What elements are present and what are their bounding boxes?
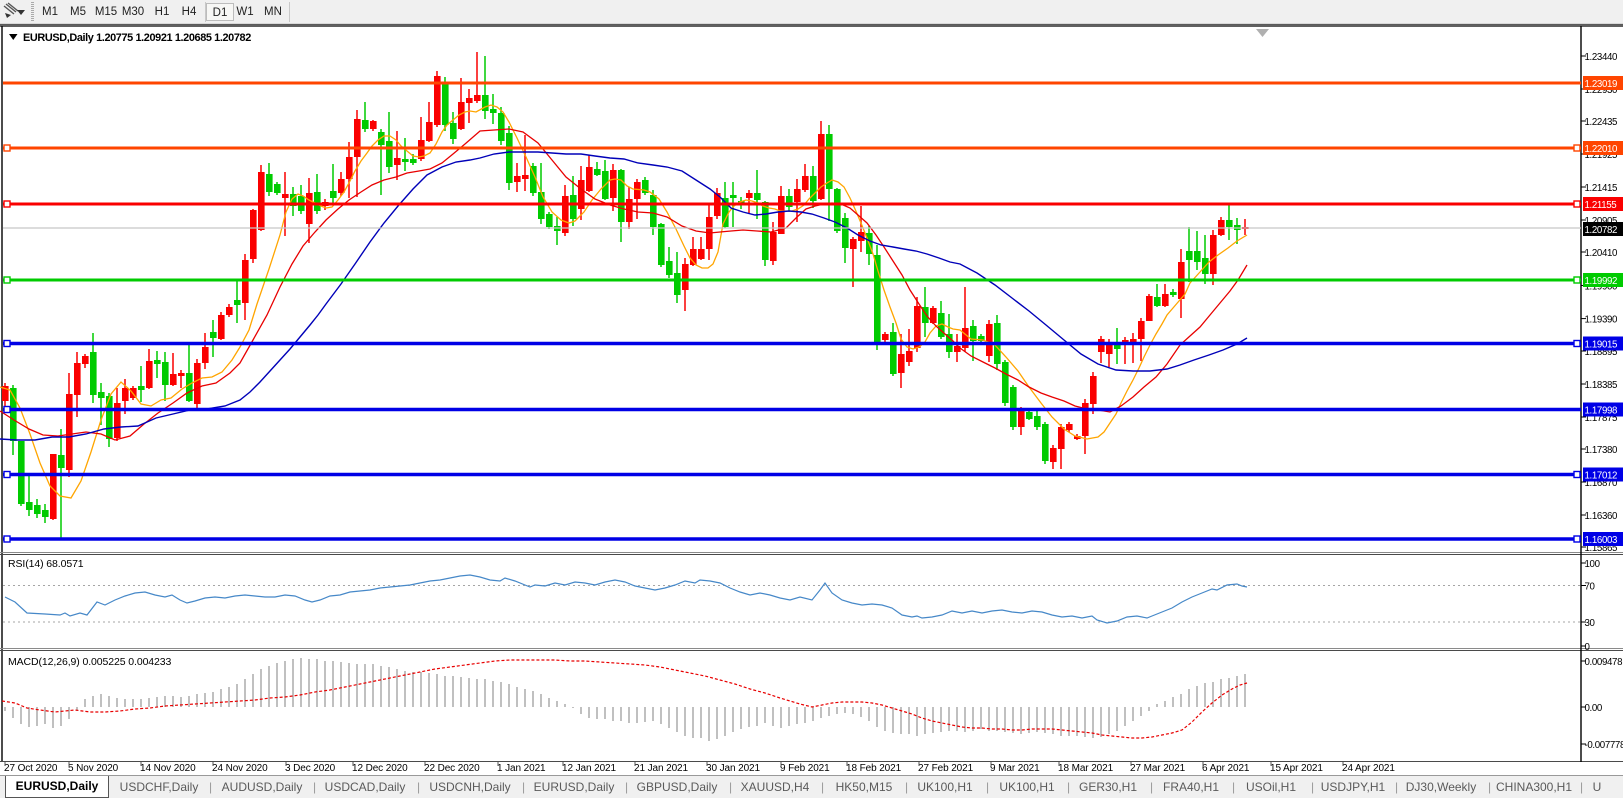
- svg-text:1.17380: 1.17380: [1585, 445, 1619, 456]
- svg-text:14 Nov 2020: 14 Nov 2020: [140, 763, 196, 774]
- svg-text:1.22010: 1.22010: [1585, 144, 1619, 155]
- svg-text:21 Jan 2021: 21 Jan 2021: [634, 763, 688, 774]
- svg-text:1.21155: 1.21155: [1585, 200, 1617, 211]
- svg-text:12 Jan 2021: 12 Jan 2021: [562, 763, 616, 774]
- svg-text:5 Nov 2020: 5 Nov 2020: [68, 763, 119, 774]
- svg-text:1.18385: 1.18385: [1585, 380, 1618, 391]
- svg-text:100: 100: [1585, 559, 1601, 570]
- svg-text:1.16870: 1.16870: [1585, 478, 1619, 489]
- svg-text:1.20410: 1.20410: [1585, 248, 1619, 259]
- svg-text:RSI(14) 68.0571: RSI(14) 68.0571: [8, 558, 84, 570]
- svg-text:0: 0: [1585, 642, 1591, 653]
- svg-text:MACD(12,26,9) 0.005225 0.00423: MACD(12,26,9) 0.005225 0.004233: [8, 656, 172, 668]
- svg-text:1.15865: 1.15865: [1585, 543, 1618, 554]
- svg-text:22 Dec 2020: 22 Dec 2020: [424, 763, 480, 774]
- svg-text:1.17998: 1.17998: [1585, 406, 1618, 417]
- svg-text:9 Feb 2021: 9 Feb 2021: [780, 763, 830, 774]
- svg-text:1.23440: 1.23440: [1585, 52, 1619, 63]
- svg-text:1.21415: 1.21415: [1585, 183, 1618, 194]
- svg-text:27 Feb 2021: 27 Feb 2021: [918, 763, 974, 774]
- svg-text:3 Dec 2020: 3 Dec 2020: [285, 763, 336, 774]
- svg-text:27 Oct 2020: 27 Oct 2020: [4, 763, 58, 774]
- svg-text:0.00: 0.00: [1585, 703, 1603, 714]
- svg-text:6 Apr 2021: 6 Apr 2021: [1202, 763, 1250, 774]
- svg-text:12 Dec 2020: 12 Dec 2020: [352, 763, 408, 774]
- svg-text:1.17875: 1.17875: [1585, 413, 1618, 424]
- svg-text:15 Apr 2021: 15 Apr 2021: [1270, 763, 1323, 774]
- svg-text:1 Jan 2021: 1 Jan 2021: [497, 763, 546, 774]
- svg-text:1.22435: 1.22435: [1585, 117, 1618, 128]
- svg-text:1.23019: 1.23019: [1585, 79, 1618, 90]
- svg-text:-0.007778: -0.007778: [1585, 740, 1623, 751]
- svg-text:1.21925: 1.21925: [1585, 150, 1618, 161]
- svg-text:1.19015: 1.19015: [1585, 340, 1618, 351]
- svg-text:9 Mar 2021: 9 Mar 2021: [990, 763, 1040, 774]
- svg-text:24 Apr 2021: 24 Apr 2021: [1342, 763, 1395, 774]
- svg-text:1.22930: 1.22930: [1585, 85, 1619, 96]
- svg-text:1.20782: 1.20782: [1585, 225, 1618, 236]
- svg-text:0.009478: 0.009478: [1585, 657, 1623, 668]
- svg-text:1.16360: 1.16360: [1585, 511, 1619, 522]
- svg-text:1.20905: 1.20905: [1585, 216, 1618, 227]
- svg-text:1.19992: 1.19992: [1585, 276, 1618, 287]
- svg-text:18 Feb 2021: 18 Feb 2021: [846, 763, 902, 774]
- svg-text:1.17012: 1.17012: [1585, 471, 1618, 482]
- svg-text:30: 30: [1585, 618, 1596, 629]
- svg-text:EURUSD,Daily 1.20775 1.20921: EURUSD,Daily 1.20775 1.20921 1.20685 1.2…: [23, 32, 251, 44]
- svg-text:1.19390: 1.19390: [1585, 315, 1619, 326]
- svg-text:27 Mar 2021: 27 Mar 2021: [1130, 763, 1186, 774]
- svg-text:18 Mar 2021: 18 Mar 2021: [1058, 763, 1114, 774]
- svg-text:70: 70: [1585, 582, 1596, 593]
- svg-text:24 Nov 2020: 24 Nov 2020: [212, 763, 268, 774]
- svg-text:30 Jan 2021: 30 Jan 2021: [706, 763, 760, 774]
- svg-text:1.16003: 1.16003: [1585, 535, 1618, 546]
- svg-text:1.18895: 1.18895: [1585, 347, 1618, 358]
